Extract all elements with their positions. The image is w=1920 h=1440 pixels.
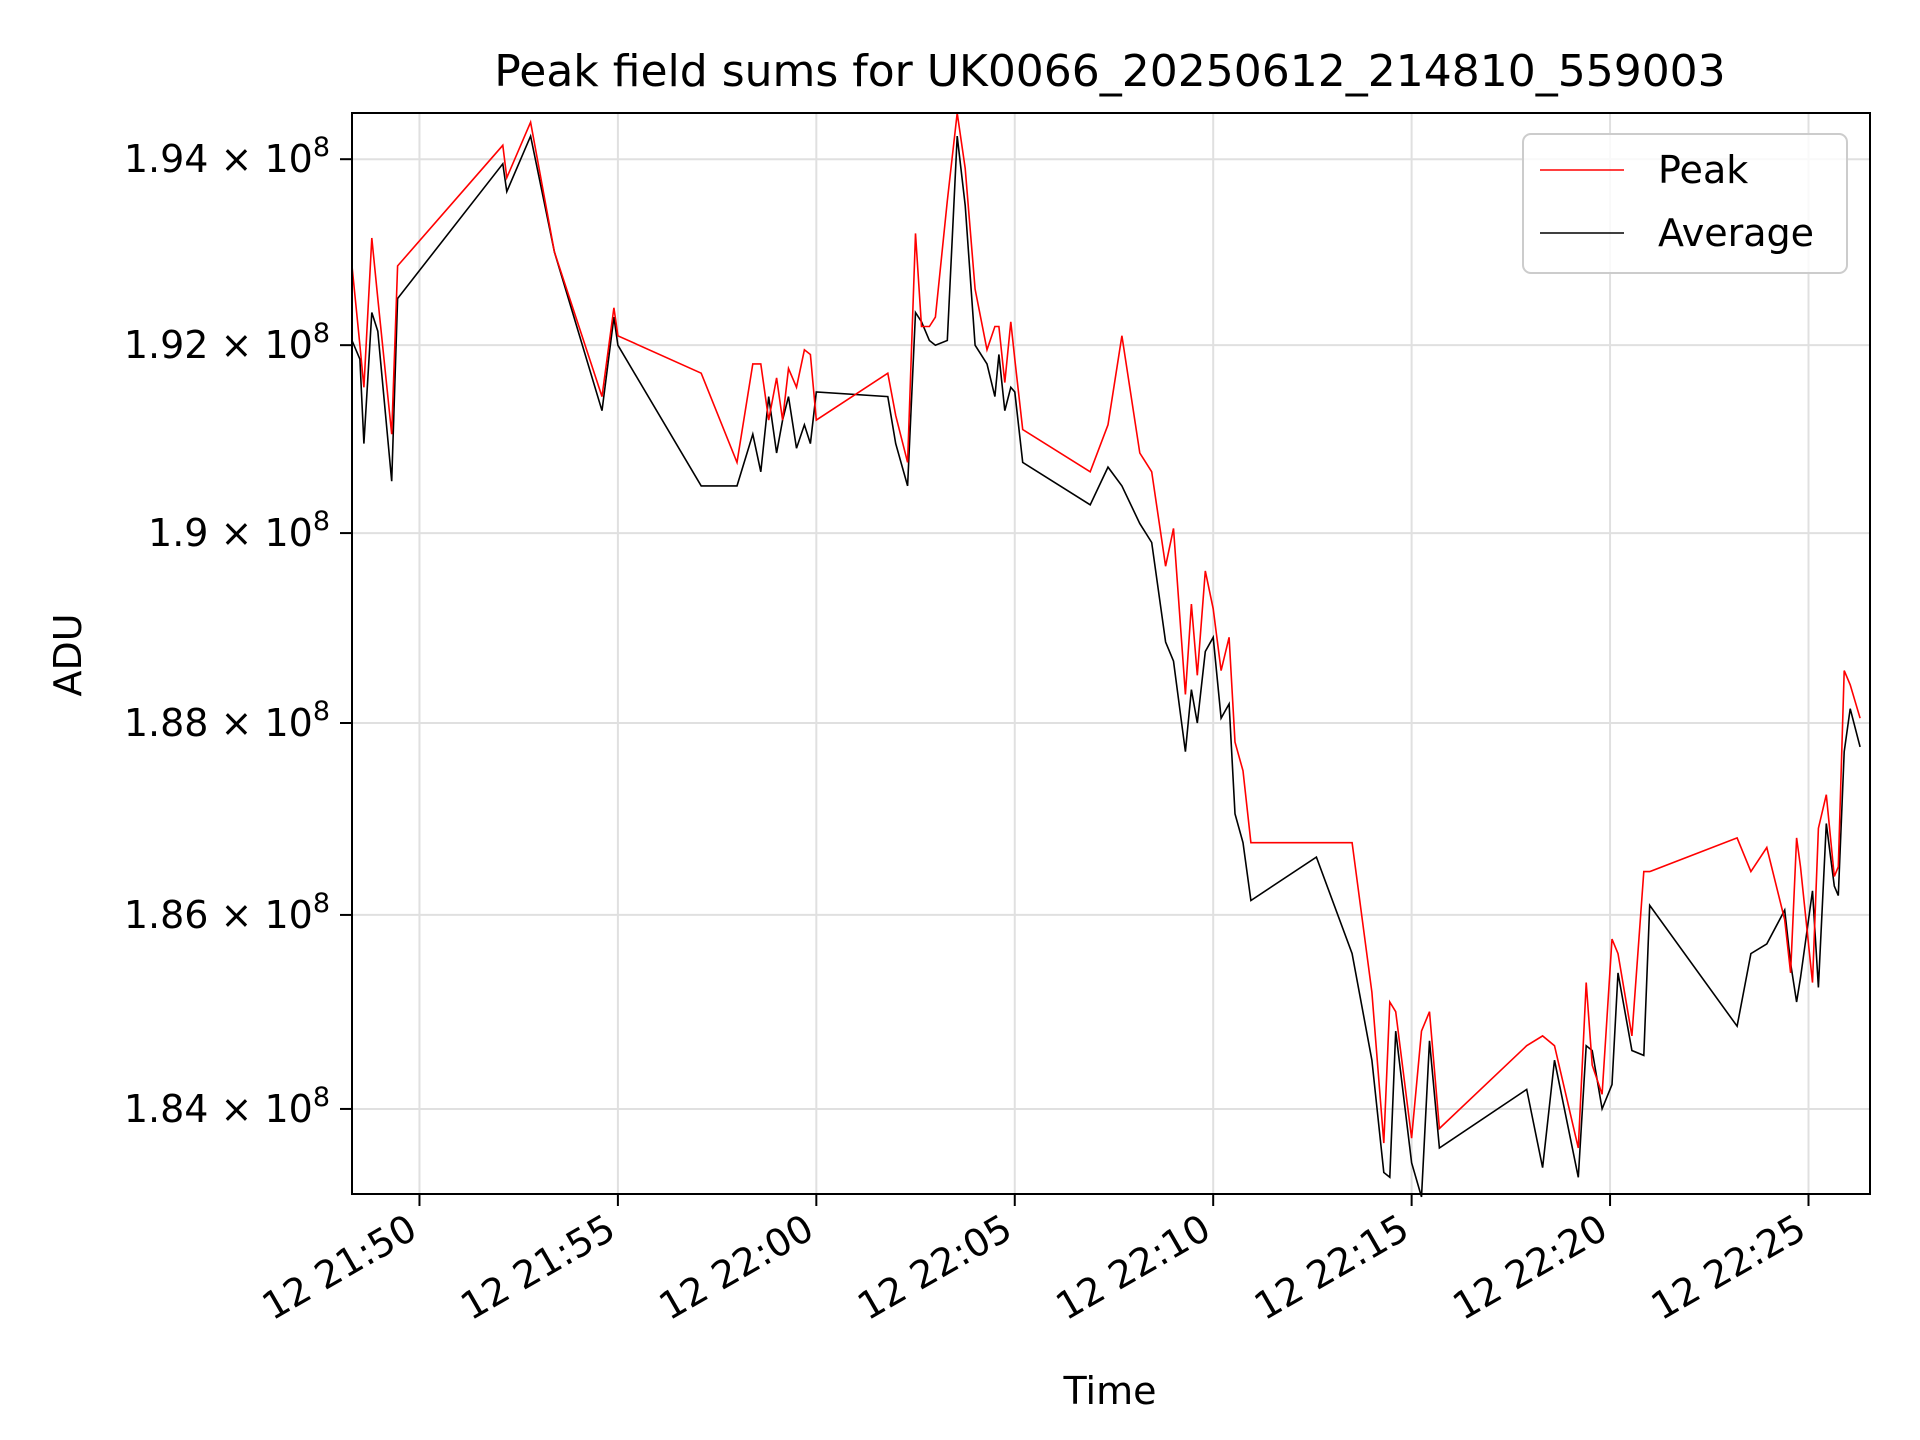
y-tick-times: × 10 [208, 511, 312, 555]
y-tick-label: 1.88 × 108 [124, 696, 330, 745]
y-tick-mantissa: 1.86 [124, 893, 209, 937]
legend-box [1522, 133, 1848, 274]
y-tick-mantissa: 1.9 [148, 511, 208, 555]
legend-label-average: Average [1658, 211, 1814, 255]
y-tick-times: × 10 [208, 701, 312, 745]
y-tick-mantissa: 1.94 [124, 137, 209, 181]
y-axis-label: ADU [46, 613, 90, 696]
legend: Peak Average [1522, 133, 1848, 274]
y-tick-mantissa: 1.88 [124, 701, 209, 745]
x-axis-label: Time [1063, 1369, 1157, 1413]
y-tick-mantissa: 1.84 [124, 1087, 209, 1131]
y-tick-times: × 10 [208, 323, 312, 367]
y-tick-label: 1.92 × 108 [124, 318, 330, 367]
y-tick-times: × 10 [208, 893, 312, 937]
y-tick-label: 1.9 × 108 [148, 506, 330, 555]
chart-title: Peak field sums for UK0066_20250612_2148… [494, 46, 1725, 97]
series-line-average [351, 133, 1861, 1198]
y-tick-exponent: 8 [313, 132, 330, 163]
y-tick-times: × 10 [208, 137, 312, 181]
y-tick-label: 1.86 × 108 [124, 888, 330, 937]
plot-area-frame [351, 112, 1871, 1195]
y-tick-exponent: 8 [313, 318, 330, 349]
grid [352, 113, 1870, 1194]
y-tick-times: × 10 [208, 1087, 312, 1131]
y-tick-exponent: 8 [313, 888, 330, 919]
y-tick-label: 1.94 × 108 [124, 132, 330, 181]
legend-label-peak: Peak [1658, 148, 1748, 192]
series-line-peak [351, 112, 1861, 1149]
series-layer [351, 112, 1861, 1198]
y-tick-exponent: 8 [313, 1082, 330, 1113]
y-tick-exponent: 8 [313, 696, 330, 727]
y-tick-label: 1.84 × 108 [124, 1082, 330, 1131]
y-tick-mantissa: 1.92 [124, 323, 209, 367]
y-tick-exponent: 8 [313, 506, 330, 537]
